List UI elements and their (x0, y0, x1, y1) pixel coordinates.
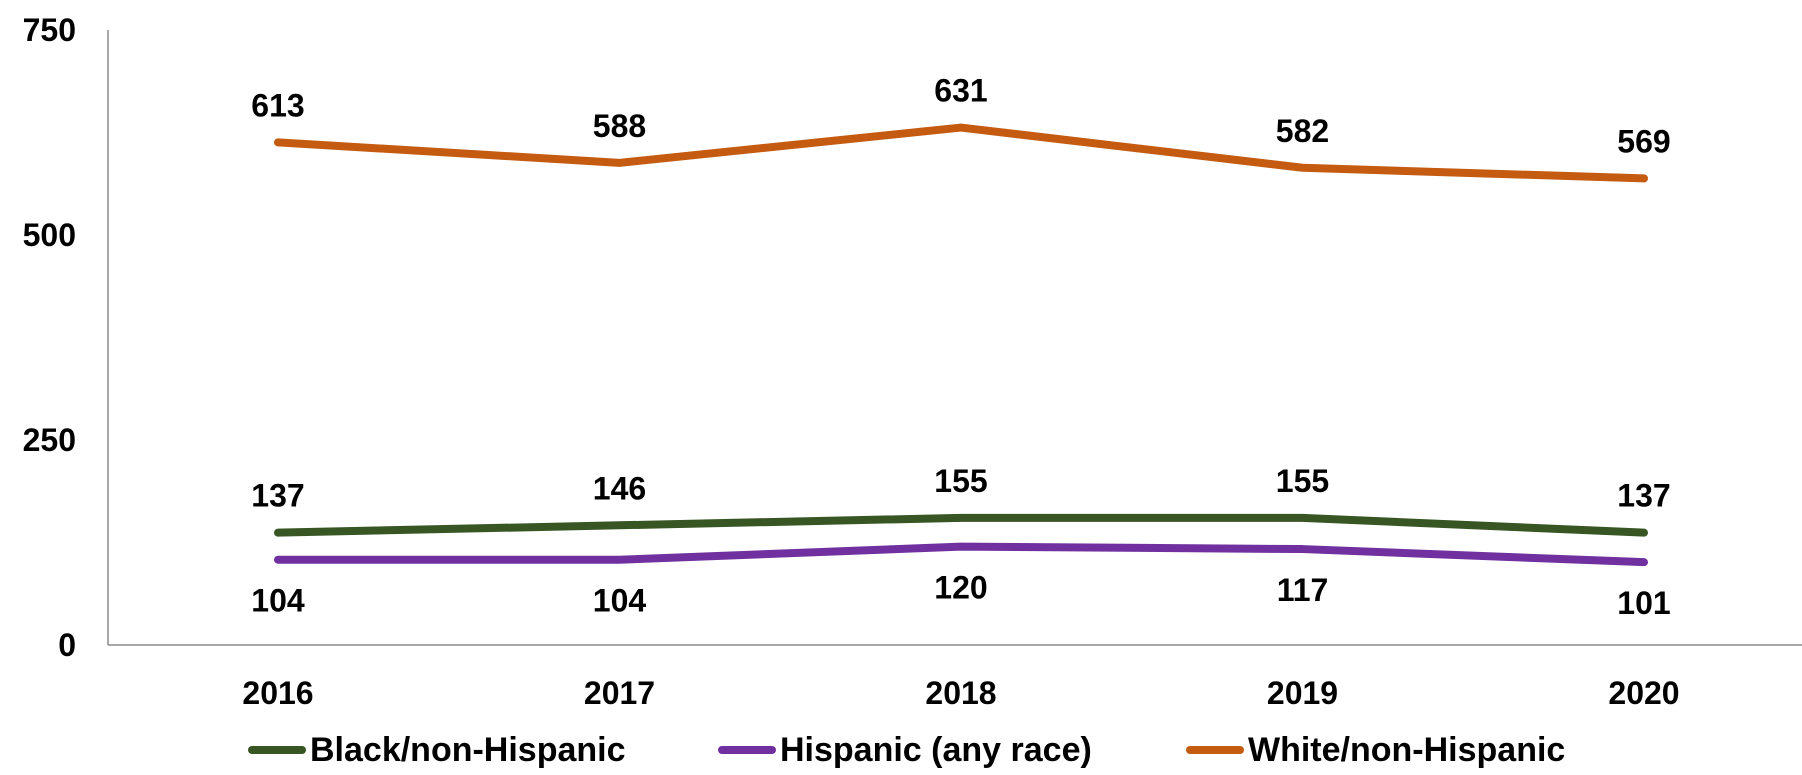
legend-item-black: Black/non-Hispanic (248, 730, 626, 770)
series-line-0 (278, 518, 1644, 533)
series-line-1 (278, 547, 1644, 563)
y-tick-label: 500 (23, 217, 76, 253)
data-label: 137 (1617, 478, 1670, 514)
y-tick-label: 250 (23, 422, 76, 458)
data-label: 631 (934, 73, 987, 109)
legend-swatch-hispanic (718, 746, 776, 754)
legend-swatch-white (1186, 746, 1244, 754)
data-label: 155 (934, 463, 987, 499)
legend-swatch-black (248, 746, 306, 754)
y-tick-label: 750 (23, 12, 76, 48)
data-label: 104 (251, 583, 305, 619)
y-tick-label: 0 (58, 627, 76, 663)
data-label: 582 (1276, 113, 1329, 149)
data-label: 588 (593, 108, 646, 144)
data-label: 101 (1617, 585, 1670, 621)
series-line-2 (278, 128, 1644, 179)
data-label: 155 (1276, 463, 1329, 499)
legend-item-white: White/non-Hispanic (1186, 730, 1565, 770)
legend-label-black: Black/non-Hispanic (310, 731, 626, 770)
legend-item-hispanic: Hispanic (any race) (718, 730, 1092, 770)
data-label: 120 (934, 570, 987, 606)
data-label: 117 (1277, 572, 1329, 608)
data-label: 104 (593, 583, 647, 619)
x-tick-label: 2017 (584, 675, 655, 711)
legend-label-hispanic: Hispanic (any race) (780, 731, 1092, 770)
x-tick-label: 2020 (1608, 675, 1679, 711)
data-label: 569 (1617, 123, 1670, 159)
legend: Black/non-Hispanic Hispanic (any race) W… (0, 730, 1802, 770)
legend-label-white: White/non-Hispanic (1248, 731, 1565, 770)
x-tick-label: 2019 (1267, 675, 1338, 711)
x-tick-label: 2018 (925, 675, 996, 711)
x-tick-label: 2016 (242, 675, 313, 711)
data-label: 137 (251, 478, 304, 514)
data-label: 613 (251, 87, 304, 123)
data-label: 146 (593, 470, 646, 506)
